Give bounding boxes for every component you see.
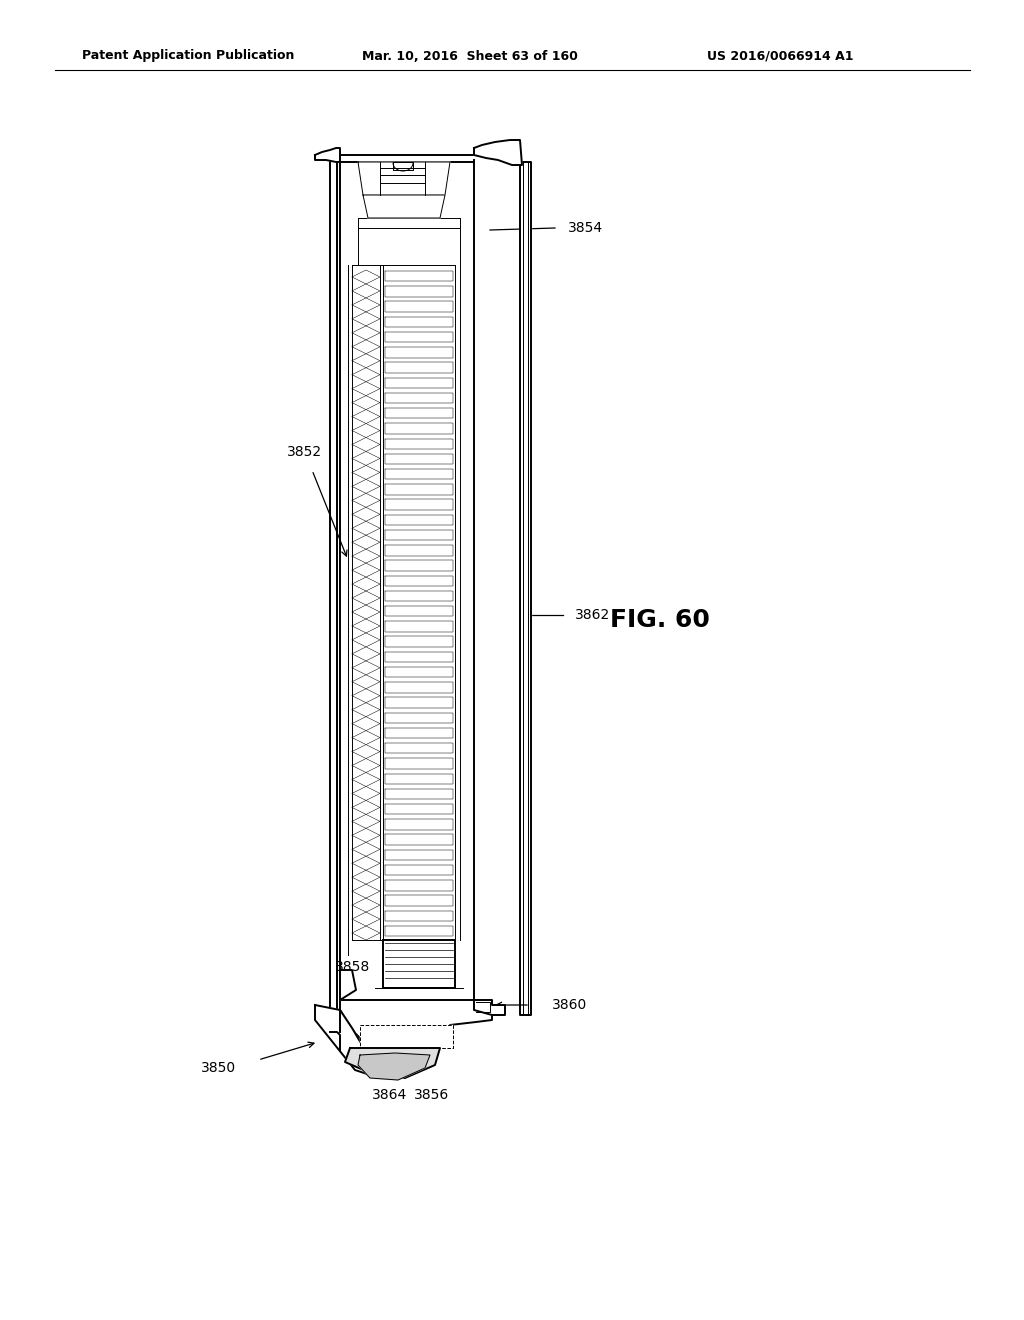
Polygon shape [340,162,474,1001]
Polygon shape [385,713,453,723]
Polygon shape [360,1026,453,1048]
Polygon shape [362,195,445,218]
Polygon shape [474,1001,505,1015]
Polygon shape [385,682,453,693]
Polygon shape [385,363,453,372]
Text: 3860: 3860 [552,998,587,1012]
Polygon shape [385,850,453,861]
Polygon shape [385,865,453,875]
Polygon shape [385,424,453,434]
Polygon shape [330,160,337,1030]
Polygon shape [385,301,453,312]
Polygon shape [385,499,453,510]
Polygon shape [385,393,453,403]
Text: FIG. 60: FIG. 60 [610,609,710,632]
Polygon shape [385,758,453,768]
Polygon shape [520,162,531,1015]
Text: 3858: 3858 [336,960,371,974]
Text: US 2016/0066914 A1: US 2016/0066914 A1 [707,49,853,62]
Polygon shape [385,667,453,677]
Polygon shape [385,804,453,814]
Text: 3852: 3852 [288,445,323,459]
Polygon shape [385,606,453,616]
Text: Mar. 10, 2016  Sheet 63 of 160: Mar. 10, 2016 Sheet 63 of 160 [362,49,578,62]
Polygon shape [385,529,453,540]
Text: 3856: 3856 [415,1088,450,1102]
Polygon shape [340,970,356,1001]
Polygon shape [385,622,453,632]
Polygon shape [315,148,340,162]
Polygon shape [315,1005,375,1074]
Text: 3862: 3862 [575,609,610,622]
Polygon shape [385,911,453,921]
Polygon shape [385,515,453,525]
Polygon shape [385,895,453,906]
Polygon shape [385,317,453,327]
Polygon shape [345,1048,440,1078]
Polygon shape [385,834,453,845]
Polygon shape [385,636,453,647]
Polygon shape [385,378,453,388]
Polygon shape [385,925,453,936]
Polygon shape [358,162,450,195]
Polygon shape [385,774,453,784]
Polygon shape [385,271,453,281]
Polygon shape [385,408,453,418]
Polygon shape [385,331,453,342]
Polygon shape [385,743,453,754]
Polygon shape [385,347,453,358]
Polygon shape [385,820,453,829]
Polygon shape [358,1053,430,1080]
Polygon shape [385,469,453,479]
Polygon shape [385,727,453,738]
Polygon shape [385,652,453,663]
Polygon shape [385,697,453,708]
Polygon shape [474,140,522,165]
Text: 3864: 3864 [373,1088,408,1102]
Text: 3850: 3850 [201,1061,236,1074]
Polygon shape [385,880,453,891]
Polygon shape [385,454,453,465]
Polygon shape [385,576,453,586]
Polygon shape [385,545,453,556]
Polygon shape [340,1001,492,1060]
Text: Patent Application Publication: Patent Application Publication [82,49,294,62]
Polygon shape [383,940,455,987]
Text: 3854: 3854 [568,220,603,235]
Polygon shape [385,560,453,570]
Polygon shape [385,438,453,449]
Polygon shape [385,484,453,495]
Polygon shape [385,286,453,297]
Polygon shape [385,789,453,799]
Polygon shape [385,591,453,601]
